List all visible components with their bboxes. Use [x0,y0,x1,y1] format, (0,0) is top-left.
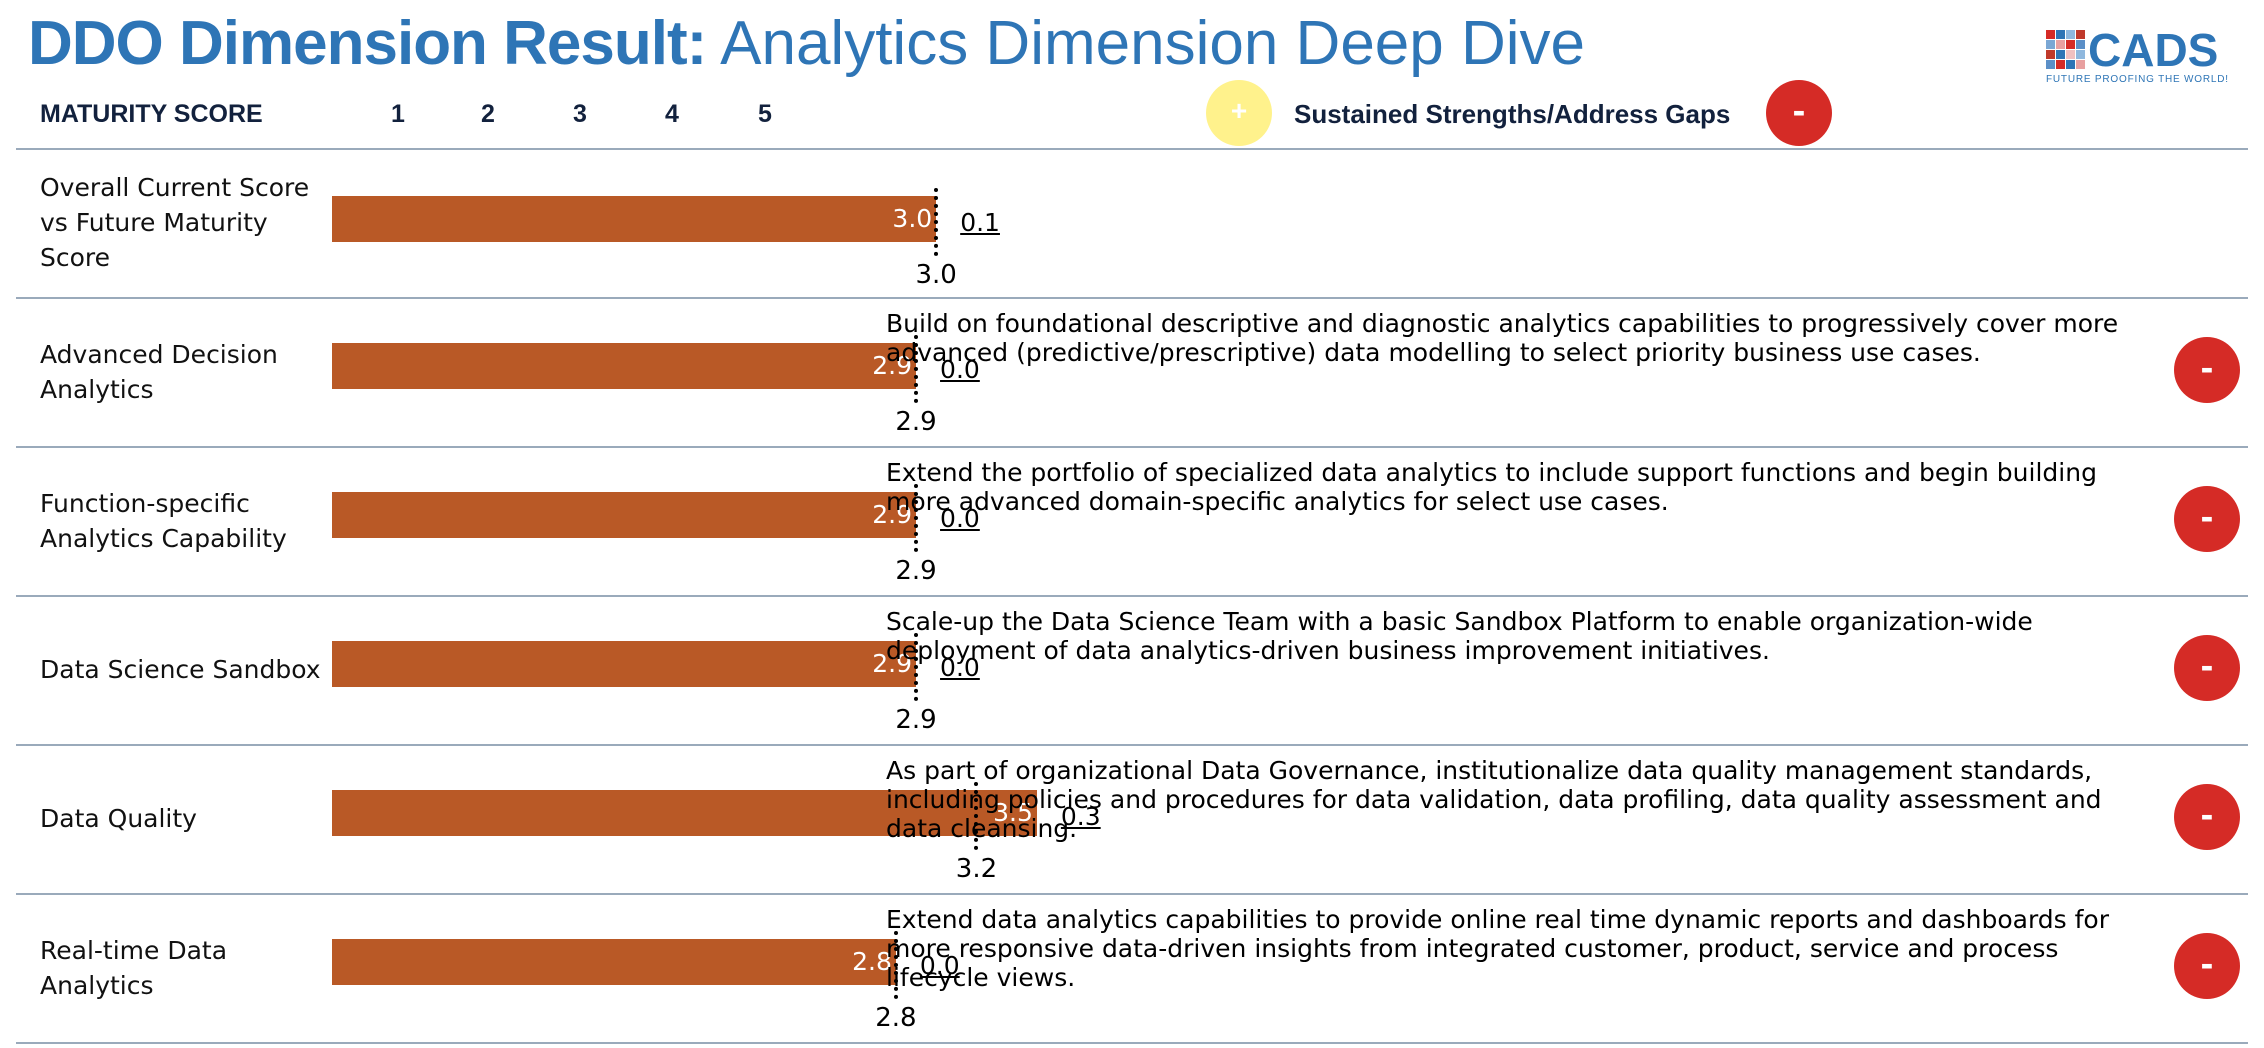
row-divider [16,446,2248,448]
current-score-label: 2.8 [852,947,892,976]
gap-status-icon: - [2174,337,2240,403]
future-score-label: 2.9 [895,705,937,735]
gap-value-label: 0.0 [940,504,980,533]
current-score-label: 3.0 [892,204,933,233]
row-divider [16,893,2248,895]
scale-tick: 3 [573,100,587,128]
future-score-label: 2.9 [895,407,937,437]
future-score-marker [893,931,898,999]
row-label: Function-specific Analytics Capability [40,488,287,553]
recommendation-text: Build on foundational descriptive and di… [886,309,2119,367]
row-label: Data Quality [40,804,197,833]
current-score-label: 2.9 [872,500,913,529]
current-score-bar [332,343,917,389]
logo-mosaic-icon [2046,30,2085,69]
gap-status-icon: - [2174,486,2240,552]
future-score-label: 2.9 [895,556,937,586]
row-divider [16,148,2248,150]
row-label: Data Science Sandbox [40,655,321,684]
recommendation-text: Scale-up the Data Science Team with a ba… [886,607,2033,665]
logo-text: CADS [2088,24,2219,76]
current-score-label: 2.9 [872,351,913,380]
future-score-marker [914,335,919,403]
row-label: Overall Current Score vs Future Maturity… [40,173,310,272]
gap-value-label: 0.1 [960,208,1000,237]
page-title: DDO Dimension Result: Analytics Dimensio… [28,8,1585,80]
cads-logo: CADS FUTURE PROOFING THE WORLD! [2046,24,2236,88]
row-divider [16,595,2248,597]
future-score-label: 3.2 [955,854,998,884]
legend-label: Sustained Strengths/Address Gaps [1294,99,1731,129]
scale-tick: 4 [665,100,679,128]
row-label: Real-time Data Analytics [40,935,228,1000]
future-score-marker [934,188,939,256]
future-score-label: 2.8 [875,1003,917,1033]
current-score-label: 2.9 [872,649,913,678]
scale-tick: 1 [391,100,405,128]
recommendation-text: Extend the portfolio of specialized data… [886,458,2097,516]
strength-legend-icon: + [1206,80,1272,146]
row-label: Advanced Decision Analytics [40,339,278,404]
gap-legend-icon: - [1766,80,1832,146]
future-score-marker [974,782,979,850]
current-score-bar [332,790,1037,836]
title-light: Analytics Dimension Deep Dive [720,9,1586,78]
recommendation-text: As part of organizational Data Governanc… [886,756,2102,843]
current-score-bar [332,196,937,242]
gap-value-label: 0.3 [1060,802,1101,831]
current-score-bar [332,939,896,985]
gap-status-icon: - [2174,933,2240,999]
gap-status-icon: - [2174,635,2240,701]
scale-tick: 5 [758,100,772,128]
gap-value-label: 0.0 [940,355,980,384]
future-score-label: 3.0 [915,260,957,290]
gap-value-label: 0.0 [940,653,980,682]
title-bold: DDO Dimension Result: [28,9,707,78]
recommendation-text: Extend data analytics capabilities to pr… [886,905,2109,992]
maturity-score-label: MATURITY SCORE [40,100,263,128]
current-score-bar [332,641,917,687]
current-score-bar [332,492,917,538]
gap-status-icon: - [2174,784,2240,850]
gap-value-label: 0.0 [919,951,960,980]
scale-tick: 2 [481,100,495,128]
row-divider [16,297,2248,299]
logo-tagline: FUTURE PROOFING THE WORLD! [2046,74,2229,85]
future-score-marker [914,633,919,701]
row-divider [16,744,2248,746]
row-divider [16,1042,2248,1044]
future-score-marker [914,484,919,552]
current-score-label: 3.5 [993,798,1033,827]
